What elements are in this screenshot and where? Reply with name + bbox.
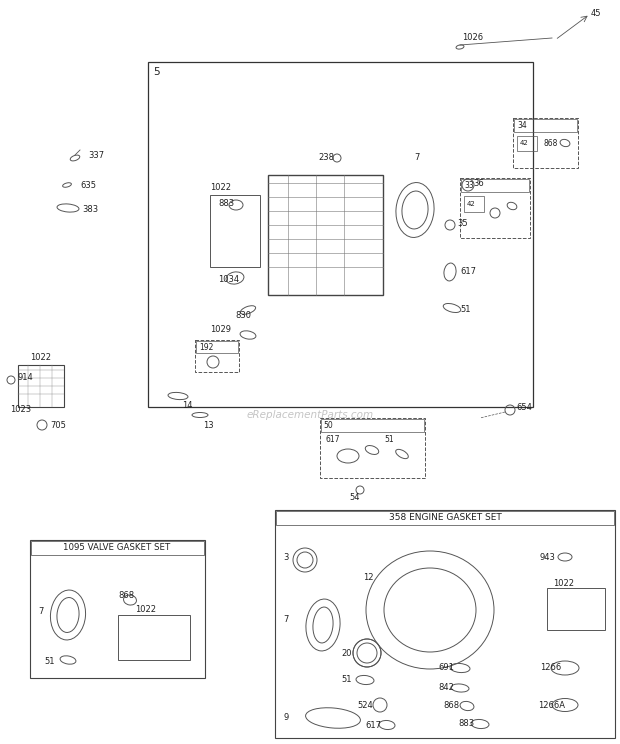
Bar: [513, 118, 578, 168]
Text: 20: 20: [341, 649, 352, 658]
Bar: [461, 179, 529, 192]
Text: 192: 192: [199, 342, 213, 351]
Text: 943: 943: [539, 553, 555, 562]
Bar: [268, 175, 383, 295]
Bar: [321, 419, 424, 432]
Text: 868: 868: [118, 591, 134, 600]
Text: 33: 33: [464, 181, 474, 190]
Text: 883: 883: [218, 199, 234, 208]
Text: 617: 617: [460, 268, 476, 277]
Text: 705: 705: [50, 422, 66, 431]
Text: 1022: 1022: [210, 184, 231, 193]
Bar: [148, 62, 533, 407]
Text: 34: 34: [517, 121, 527, 129]
Text: 868: 868: [443, 702, 459, 711]
Text: 524: 524: [357, 701, 373, 710]
Text: 7: 7: [38, 608, 43, 617]
Text: 35: 35: [457, 219, 467, 228]
Text: 14: 14: [182, 400, 192, 409]
Text: 12: 12: [363, 574, 373, 583]
Text: 5: 5: [153, 67, 159, 77]
Bar: [320, 418, 425, 478]
Bar: [460, 178, 530, 238]
Text: 51: 51: [384, 435, 394, 444]
Text: 42: 42: [520, 140, 529, 146]
Text: 1266A: 1266A: [538, 701, 565, 710]
Text: 830: 830: [235, 310, 251, 319]
Text: 654: 654: [516, 403, 532, 411]
Text: 883: 883: [458, 719, 474, 728]
Text: 914: 914: [18, 373, 33, 382]
Text: 1026: 1026: [462, 33, 483, 42]
Bar: [210, 195, 260, 267]
Bar: [31, 541, 204, 555]
Text: 54: 54: [349, 493, 360, 502]
Text: 617: 617: [365, 720, 381, 730]
Bar: [276, 511, 614, 525]
Text: 842: 842: [438, 684, 454, 693]
Text: 358 ENGINE GASKET SET: 358 ENGINE GASKET SET: [389, 513, 502, 522]
Bar: [464, 196, 484, 212]
Text: 3: 3: [283, 553, 288, 562]
Text: eReplacementParts.com: eReplacementParts.com: [246, 410, 374, 420]
Bar: [118, 615, 190, 660]
Text: 868: 868: [543, 139, 557, 149]
Text: 617: 617: [325, 435, 340, 444]
Text: 635: 635: [80, 181, 96, 190]
Text: 51: 51: [341, 676, 352, 684]
Text: 51: 51: [460, 306, 471, 315]
Text: 42: 42: [467, 201, 476, 207]
Text: 337: 337: [88, 150, 104, 159]
Bar: [275, 510, 615, 738]
Bar: [514, 119, 577, 132]
Text: 238: 238: [318, 153, 334, 162]
Text: 7: 7: [414, 153, 419, 162]
Text: 1022: 1022: [135, 606, 156, 615]
Bar: [196, 341, 238, 353]
Text: 9: 9: [283, 713, 288, 722]
Bar: [517, 136, 537, 151]
Bar: [195, 340, 239, 372]
Text: 1023: 1023: [10, 405, 31, 414]
Text: 1022: 1022: [30, 353, 51, 362]
Bar: [18, 365, 64, 407]
Text: 45: 45: [591, 10, 601, 19]
Text: 51: 51: [44, 658, 55, 667]
Text: 50: 50: [323, 420, 333, 429]
Text: 36: 36: [473, 179, 484, 187]
Text: 1022: 1022: [553, 579, 574, 588]
Text: 691: 691: [438, 664, 454, 673]
Text: 1095 VALVE GASKET SET: 1095 VALVE GASKET SET: [63, 544, 170, 553]
Text: 13: 13: [203, 420, 214, 429]
Text: 7: 7: [283, 615, 288, 624]
Text: 1034: 1034: [218, 275, 239, 284]
Bar: [547, 588, 605, 630]
Text: 383: 383: [82, 205, 98, 214]
Text: 1029: 1029: [210, 326, 231, 335]
Bar: [30, 540, 205, 678]
Text: 1266: 1266: [540, 662, 561, 672]
